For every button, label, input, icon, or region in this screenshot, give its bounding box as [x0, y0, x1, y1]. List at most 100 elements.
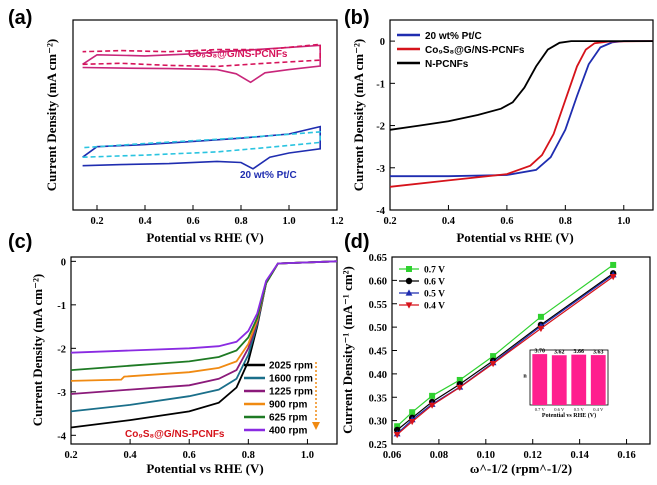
- data-point-d-0-7-v: [490, 353, 497, 360]
- panel-letter-a: (a): [8, 7, 32, 29]
- plot-frame-b: [389, 19, 654, 211]
- x-tick-label-d: 0.08: [430, 450, 448, 461]
- inset-value-label: 3.63: [593, 350, 604, 356]
- x-tick-label-a: 0.8: [234, 216, 247, 227]
- legend-label-d-0-7-v: 0.7 V: [424, 266, 445, 276]
- x-axis-title-c: Potential vs RHE (V): [146, 461, 263, 476]
- data-point-d-0-7-v: [394, 423, 401, 430]
- data-point-d-0-7-v: [429, 392, 436, 399]
- legend-label-c-2025-rpm: 2025 rpm: [269, 361, 313, 372]
- y-tick-label-b: -1: [376, 79, 385, 90]
- legend-label-d-0-6-v: 0.6 V: [424, 278, 445, 288]
- x-tick-label-d: 0.10: [477, 450, 495, 461]
- series-line-c-400-rpm: [70, 260, 338, 354]
- x-ticks-c: 0.2 0.4 0.6 0.8 1.0: [64, 439, 314, 461]
- y-tick-label-b: -4: [376, 206, 385, 217]
- inset-y-axis-title: n: [523, 374, 527, 380]
- x-tick-label-c: 0.2: [64, 450, 77, 461]
- panel-c: 0.2 0.4 0.6 0.8 1.0 -4 -3 -2 -1 0 2025 rpm 1600 r…: [30, 256, 338, 476]
- data-point-d-0-4-v: [408, 418, 416, 426]
- panel-letter-d: (d): [344, 231, 370, 253]
- y-axis-title-a: Current Density (mA cm⁻²): [44, 39, 59, 191]
- legend-label-d-0-4-v: 0.4 V: [424, 302, 445, 312]
- x-ticks-b: 0.2 0.4 0.6 0.8 1.0: [383, 205, 630, 227]
- x-tick-label-a: 1.0: [282, 216, 295, 227]
- x-tick-label-d: 0.12: [524, 450, 542, 461]
- y-tick-label-d: 0.40: [369, 370, 387, 381]
- x-tick-label-d: 0.14: [570, 450, 589, 461]
- y-axis-title-b: Current Density (mA cm⁻²): [351, 39, 366, 191]
- legend-b: 20 wt% Pt/C Co₉S₈@G/NS-PCNFs N-PCNFs: [397, 31, 525, 70]
- y-tick-label-c: -3: [57, 388, 66, 399]
- data-point-d-0-4-v: [428, 402, 436, 409]
- series-line-a-3: [82, 131, 322, 158]
- y-tick-label-d: 0.30: [369, 417, 387, 428]
- x-tick-label-a: 0.6: [186, 216, 199, 227]
- data-point-d-0-7-v: [409, 409, 416, 416]
- arrow-head-icon: [312, 422, 320, 430]
- data-point-d-0-4-v: [489, 360, 497, 368]
- series-line-c-625-rpm: [70, 260, 338, 371]
- x-tick-label-b: 1.0: [617, 216, 630, 227]
- x-tick-label-c: 0.4: [124, 450, 138, 461]
- x-tick-label-c: 0.8: [242, 450, 255, 461]
- series-group-c: [70, 260, 338, 429]
- legend-marker-d-0-5-v: [405, 289, 413, 296]
- legend-label-c-900-rpm: 900 rpm: [269, 400, 307, 411]
- y-tick-label-d: 0.65: [369, 253, 387, 264]
- x-tick-label-b: 0.6: [500, 216, 513, 227]
- y-tick-label-b: -3: [376, 164, 385, 175]
- y-ticks-b: -4 -3 -2 -1 0: [376, 37, 395, 217]
- panel-b: 0.2 0.4 0.6 0.8 1.0 -4 -3 -2 -1 0 20 wt% Pt/C Co₉…: [351, 19, 654, 245]
- panel-letter-c: (c): [8, 231, 32, 253]
- y-tick-label-c: -4: [57, 431, 66, 442]
- series-line-b-co-s-g-ns-pcnfs: [389, 40, 654, 188]
- x-axis-title-d: ω^-1/2 (rpm^-1/2): [470, 461, 572, 476]
- plot-frame-a: [72, 19, 338, 211]
- y-tick-label-c: -1: [57, 301, 66, 312]
- y-tick-label-d: 0.25: [369, 440, 387, 451]
- y-tick-label-c: -2: [57, 344, 66, 355]
- series-line-a-0: [82, 44, 322, 84]
- y-tick-label-b: 0: [380, 37, 385, 48]
- annotation-co9s8-a: Co₉S₈@G/NS-PCNFs: [188, 49, 288, 60]
- legend-label-c-400-rpm: 400 rpm: [269, 426, 307, 437]
- inset-bar-0-6-v: [551, 355, 567, 405]
- y-tick-label-d: 0.60: [369, 276, 387, 287]
- x-tick-label-c: 1.0: [301, 450, 314, 461]
- legend-c: 2025 rpm 1600 rpm 1225 rpm 900 rpm 625 rpm 40…: [244, 361, 320, 437]
- x-ticks-d: 0.06 0.08 0.10 0.12 0.14 0.16: [383, 439, 636, 461]
- data-point-d-0-4-v: [393, 432, 401, 439]
- inset-value-label: 3.70: [535, 349, 546, 355]
- y-tick-label-d: 0.50: [369, 323, 387, 334]
- annotation-co9s8-c: Co₉S₈@G/NS-PCNFs: [125, 429, 225, 440]
- legend-label-c-1225-rpm: 1225 rpm: [269, 387, 313, 398]
- plot-frame-c: [70, 256, 338, 445]
- y-tick-label-d: 0.45: [369, 347, 387, 358]
- legend-label-c-625-rpm: 625 rpm: [269, 413, 307, 424]
- legend-marker-d-0-7-v: [406, 266, 412, 272]
- data-point-d-0-7-v: [456, 376, 463, 383]
- inset-category-label: 0.6 V: [554, 407, 565, 412]
- y-tick-label-d: 0.35: [369, 393, 387, 404]
- x-tick-label-a: 0.2: [90, 216, 103, 227]
- legend-label-b-co-s-g-ns-pcnfs: Co₉S₈@G/NS-PCNFs: [425, 45, 525, 56]
- x-tick-label-b: 0.8: [559, 216, 572, 227]
- legend-d: 0.7 V 0.6 V 0.5 V 0.4 V: [399, 266, 445, 312]
- x-ticks-a: 0.2 0.4 0.6 0.8 1.0 1.2: [90, 205, 344, 227]
- inset-value-label: 3.62: [554, 350, 565, 356]
- inset-category-label: 0.4 V: [593, 407, 604, 412]
- y-tick-label-b: -2: [376, 122, 385, 133]
- y-ticks-d: 0.25 0.30 0.35 0.40 0.45 0.50 0.55 0.60 0.65: [369, 253, 397, 451]
- series-line-a-2: [82, 125, 322, 170]
- inset-x-axis-title: Potential vs RHE (V): [542, 412, 596, 419]
- x-axis-title-a: Potential vs RHE (V): [146, 230, 263, 245]
- legend-label-d-0-5-v: 0.5 V: [424, 290, 445, 300]
- legend-label-b-n-pcnfs: N-PCNFs: [425, 59, 469, 70]
- inset-bar-0-4-v: [590, 355, 606, 405]
- data-point-d-0-7-v: [537, 313, 544, 320]
- data-point-d-0-4-v: [456, 384, 464, 392]
- x-tick-label-d: 0.16: [617, 450, 635, 461]
- x-tick-label-a: 1.2: [330, 216, 343, 227]
